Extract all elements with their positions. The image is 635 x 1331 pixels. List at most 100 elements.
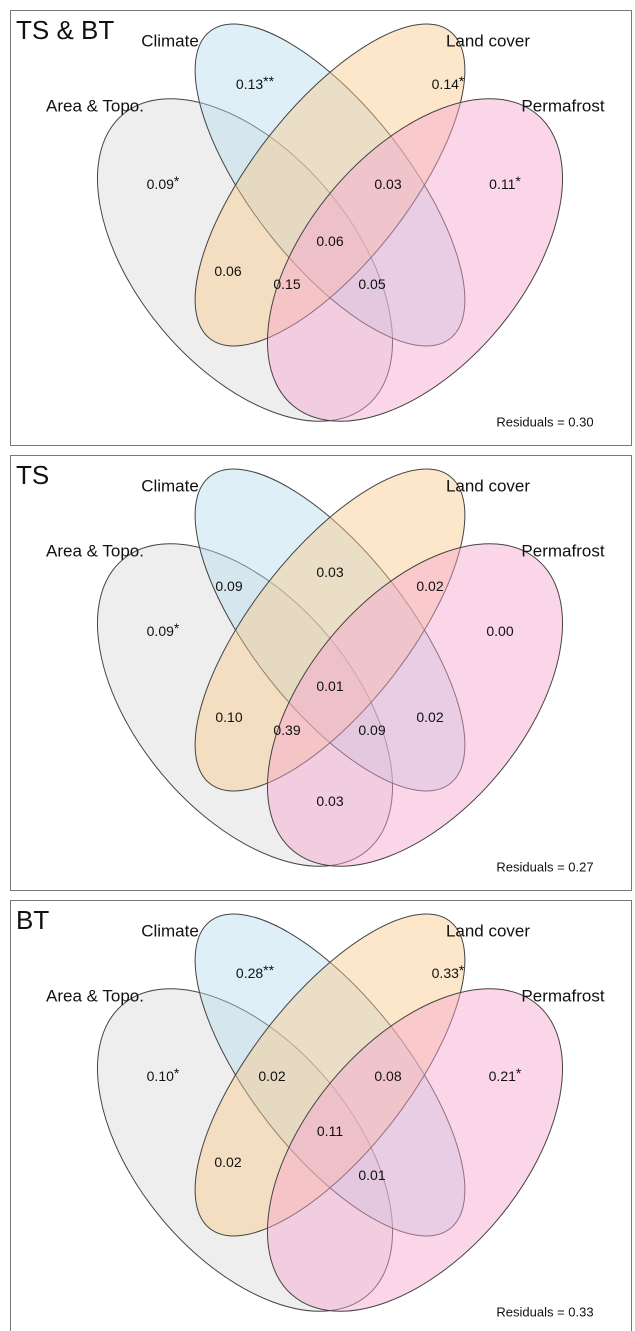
region-value: 0.01: [358, 1167, 385, 1183]
set-label: Permafrost: [521, 541, 604, 560]
region-value: 0.02: [416, 709, 443, 725]
region-value: 0.09: [358, 722, 385, 738]
set-ellipse: [194, 913, 466, 1237]
panel-title: TS & BT: [16, 15, 114, 45]
significance: **: [263, 73, 274, 89]
venn-panel: TS Area & Topo. Climate Land cover Permafros…: [10, 455, 632, 891]
region-number: 0.05: [358, 276, 385, 292]
region-value: 0.06: [316, 233, 343, 249]
region-number: 0.33: [432, 965, 459, 981]
region-number: 0.06: [316, 233, 343, 249]
set-label: Area & Topo.: [46, 96, 144, 115]
region-value: 0.03: [374, 176, 401, 192]
region-value: 0.10: [215, 709, 242, 725]
region-number: 0.13: [236, 76, 263, 92]
region-number: 0.09: [147, 176, 174, 192]
region-value: 0.00: [486, 623, 513, 639]
region-number: 0.15: [273, 276, 300, 292]
region-value: 0.14*: [432, 73, 465, 92]
region-number: 0.39: [273, 722, 300, 738]
region-number: 0.00: [486, 623, 513, 639]
panel-border: [10, 900, 632, 1331]
region-value: 0.11: [317, 1123, 343, 1139]
set-label: Permafrost: [521, 986, 604, 1005]
region-number: 0.08: [374, 1068, 401, 1084]
region-number: 0.10: [147, 1068, 174, 1084]
significance: *: [459, 962, 465, 978]
region-number: 0.02: [416, 578, 443, 594]
region-number: 0.10: [215, 709, 242, 725]
region-number: 0.09: [215, 578, 242, 594]
region-number: 0.01: [316, 678, 343, 694]
region-number: 0.21: [489, 1068, 516, 1084]
set-label: Area & Topo.: [46, 986, 144, 1005]
significance: *: [515, 173, 521, 189]
region-value: 0.28**: [236, 962, 275, 981]
set-ellipse: [266, 98, 564, 422]
region-number: 0.02: [214, 1154, 241, 1170]
residuals: Residuals = 0.27: [496, 859, 593, 874]
region-number: 0.02: [258, 1068, 285, 1084]
set-label: Climate: [141, 31, 199, 50]
region-value: 0.09: [215, 578, 242, 594]
set-ellipse: [266, 543, 564, 867]
venn-panel: BT Area & Topo. Climate Land cover Permafros…: [10, 900, 632, 1331]
panel-border: [10, 10, 632, 446]
residuals: Residuals = 0.30: [496, 414, 593, 429]
region-number: 0.06: [214, 263, 241, 279]
set-label: Climate: [141, 476, 199, 495]
region-number: 0.03: [316, 564, 343, 580]
set-ellipse: [266, 988, 564, 1312]
region-number: 0.28: [236, 965, 263, 981]
significance: *: [459, 73, 465, 89]
set-ellipse: [194, 23, 466, 347]
region-value: 0.03: [316, 564, 343, 580]
region-value: 0.02: [258, 1068, 285, 1084]
set-ellipse: [194, 468, 466, 792]
region-value: 0.08: [374, 1068, 401, 1084]
set-label: Permafrost: [521, 96, 604, 115]
set-label: Land cover: [446, 921, 530, 940]
region-value: 0.13**: [236, 73, 275, 92]
set-ellipse: [96, 98, 394, 422]
set-label: Land cover: [446, 476, 530, 495]
region-number: 0.02: [416, 709, 443, 725]
significance: **: [263, 962, 274, 978]
set-ellipse: [194, 468, 466, 792]
panel-title: BT: [16, 905, 49, 935]
region-value: 0.21*: [489, 1065, 522, 1084]
region-value: 0.09*: [147, 173, 180, 192]
region-number: 0.03: [374, 176, 401, 192]
set-ellipse: [194, 23, 466, 347]
region-value: 0.01: [316, 678, 343, 694]
significance: *: [174, 173, 180, 189]
region-number: 0.09: [358, 722, 385, 738]
region-value: 0.39: [273, 722, 300, 738]
region-value: 0.15: [273, 276, 300, 292]
significance: *: [174, 620, 180, 636]
set-ellipse: [96, 988, 394, 1312]
region-number: 0.11: [489, 176, 515, 192]
panel-border: [10, 455, 632, 891]
region-value: 0.03: [316, 793, 343, 809]
region-number: 0.01: [358, 1167, 385, 1183]
region-number: 0.03: [316, 793, 343, 809]
significance: *: [516, 1065, 522, 1081]
region-value: 0.09*: [147, 620, 180, 639]
region-value: 0.05: [358, 276, 385, 292]
set-ellipse: [194, 913, 466, 1237]
region-number: 0.09: [147, 623, 174, 639]
region-value: 0.33*: [432, 962, 465, 981]
significance: *: [174, 1065, 180, 1081]
region-number: 0.14: [432, 76, 459, 92]
set-label: Land cover: [446, 31, 530, 50]
panel-title: TS: [16, 460, 49, 490]
set-ellipse: [96, 543, 394, 867]
venn-panel: TS & BT Area & Topo. Climate Land cover Perm…: [10, 10, 632, 446]
region-value: 0.02: [416, 578, 443, 594]
region-value: 0.11*: [489, 173, 521, 192]
region-value: 0.02: [214, 1154, 241, 1170]
set-label: Area & Topo.: [46, 541, 144, 560]
set-label: Climate: [141, 921, 199, 940]
